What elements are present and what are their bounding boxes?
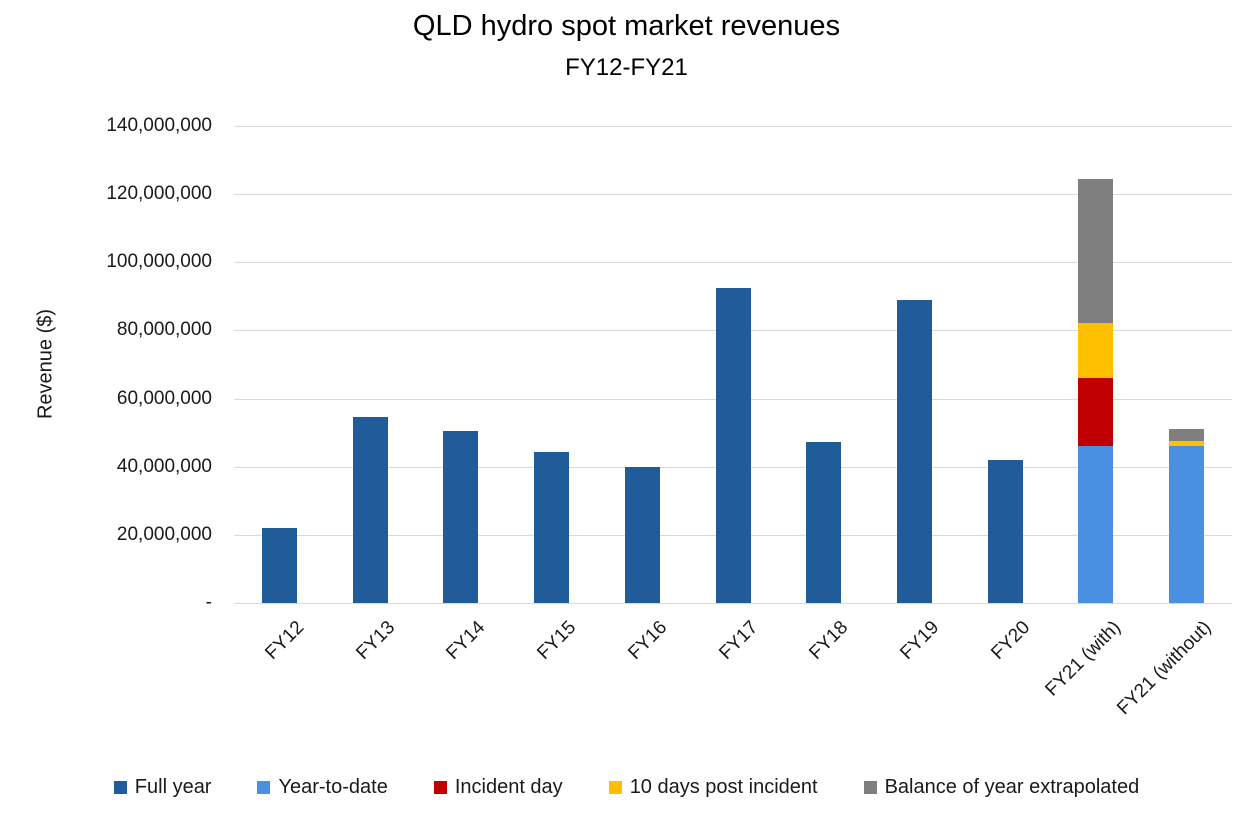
x-tick-label: FY19 [896, 617, 944, 664]
bar-segment-full-year [715, 287, 751, 603]
x-tick-label: FY13 [351, 617, 399, 664]
bar-FY14 [443, 126, 479, 603]
legend: Full year Year-to-date Incident day 10 days… [0, 776, 1253, 799]
y-tick-label: - [205, 592, 212, 613]
x-tick-label: FY18 [805, 617, 853, 664]
bar-FY21 (without) [1169, 126, 1205, 603]
bar-FY17 [715, 126, 751, 603]
legend-label: 10 days post incident [629, 776, 818, 798]
legend-swatch-icon [113, 781, 127, 794]
x-tick-label: FY21 (with) [1041, 617, 1125, 701]
legend-label: Full year [134, 776, 212, 798]
bar-segment-year-to-date [1169, 446, 1205, 603]
x-tick-label: FY21 (without) [1113, 617, 1216, 720]
bar-segment-full-year [261, 528, 297, 603]
bar-FY21 (with) [1078, 126, 1114, 603]
gridline [234, 126, 1232, 127]
gridline [234, 262, 1232, 263]
chart-subtitle: FY12-FY21 [565, 54, 688, 81]
plot-area [234, 126, 1232, 604]
y-tick-label: 140,000,000 [106, 115, 212, 136]
legend-label: Balance of year extrapolated [884, 776, 1140, 798]
bar-FY19 [896, 126, 932, 603]
bar-FY16 [624, 126, 660, 603]
bar-segment-10-days-post-incident [1078, 322, 1114, 379]
bar-segment-full-year [443, 430, 479, 603]
legend-label: Incident day [454, 776, 563, 798]
x-tick-label: FY17 [714, 617, 762, 664]
legend-swatch-icon [257, 781, 271, 794]
x-tick-label: FY16 [624, 617, 672, 664]
bar-segment-year-to-date [1078, 446, 1114, 603]
gridline [234, 194, 1232, 195]
legend-swatch-icon [433, 781, 447, 794]
bar-segment-full-year [352, 417, 388, 603]
bar-FY20 [987, 126, 1023, 603]
x-tick-label: FY20 [987, 617, 1035, 664]
legend-item-balance-of-year-extrapolated: Balance of year extrapolated [863, 776, 1140, 799]
legend-label: Year-to-date [278, 776, 388, 798]
bar-segment-balance-of-year-extrapolated [1078, 179, 1114, 323]
x-tick-label: FY14 [442, 617, 490, 664]
bar-segment-full-year [987, 459, 1023, 603]
y-tick-label: 80,000,000 [116, 319, 212, 340]
y-tick-label: 60,000,000 [116, 388, 212, 409]
gridline [234, 603, 1232, 604]
bar-FY15 [534, 126, 570, 603]
x-tick-label: FY12 [261, 617, 309, 664]
bar-FY12 [261, 126, 297, 603]
y-tick-label: 120,000,000 [106, 183, 212, 204]
y-tick-label: 100,000,000 [106, 251, 212, 272]
legend-swatch-icon [863, 781, 877, 794]
legend-item-year-to-date: Year-to-date [257, 776, 388, 799]
bar-segment-10-days-post-incident [1169, 441, 1205, 447]
legend-item-10-days-post-incident: 10 days post incident [608, 776, 818, 799]
x-tick-label: FY15 [533, 617, 581, 664]
y-tick-label: 40,000,000 [116, 456, 212, 477]
bar-FY18 [806, 126, 842, 603]
y-tick-label: 20,000,000 [116, 524, 212, 545]
chart-title: QLD hydro spot market revenues [412, 10, 841, 42]
bar-segment-full-year [806, 441, 842, 603]
legend-item-incident-day: Incident day [433, 776, 563, 799]
bar-FY13 [352, 126, 388, 603]
bar-segment-full-year [534, 452, 570, 603]
bar-segment-incident-day [1078, 378, 1114, 447]
bar-segment-full-year [896, 299, 932, 603]
bar-segment-full-year [624, 467, 660, 603]
legend-item-full-year: Full year [113, 776, 212, 799]
legend-swatch-icon [608, 781, 622, 794]
bar-segment-balance-of-year-extrapolated [1169, 428, 1205, 442]
